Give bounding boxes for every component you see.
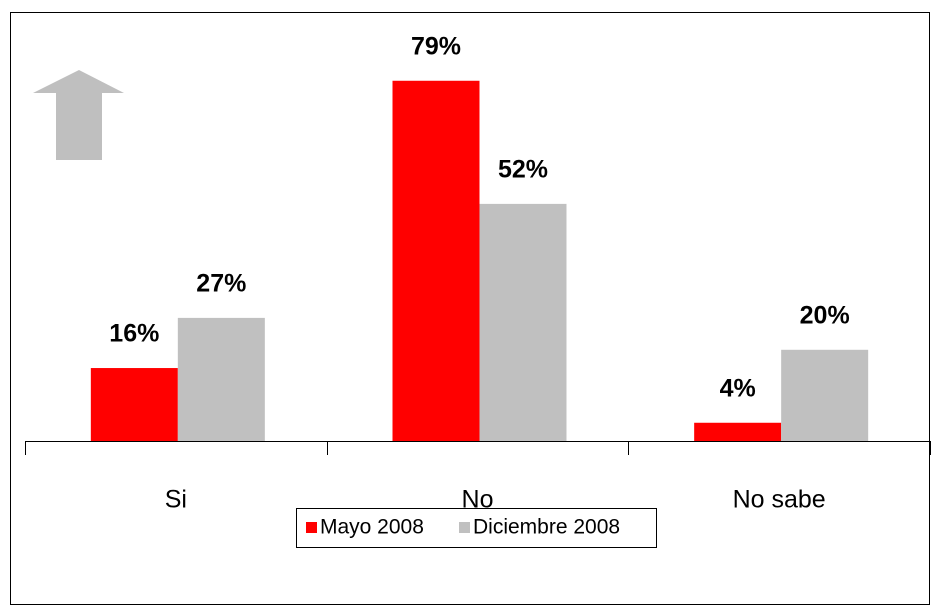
x-tick-label: No sabe xyxy=(733,486,826,514)
bar xyxy=(479,203,567,441)
bar xyxy=(781,349,869,441)
data-label: 27% xyxy=(196,269,246,297)
arrow-icon xyxy=(33,70,124,160)
bar xyxy=(392,80,480,441)
data-label: 52% xyxy=(498,155,548,183)
bar xyxy=(177,317,265,441)
data-label: 79% xyxy=(411,32,461,60)
data-label: 4% xyxy=(720,374,756,402)
bar xyxy=(90,368,178,441)
legend-box xyxy=(296,508,657,548)
legend-label: Mayo 2008 xyxy=(320,516,424,539)
legend-label: Diciembre 2008 xyxy=(473,516,620,539)
data-label: 20% xyxy=(800,301,850,329)
bar xyxy=(694,422,782,441)
legend-swatch xyxy=(459,522,470,533)
x-tick-label: No xyxy=(462,486,494,514)
legend-swatch xyxy=(306,522,317,533)
x-tick-label: Si xyxy=(165,486,187,514)
data-label: 16% xyxy=(109,320,159,348)
